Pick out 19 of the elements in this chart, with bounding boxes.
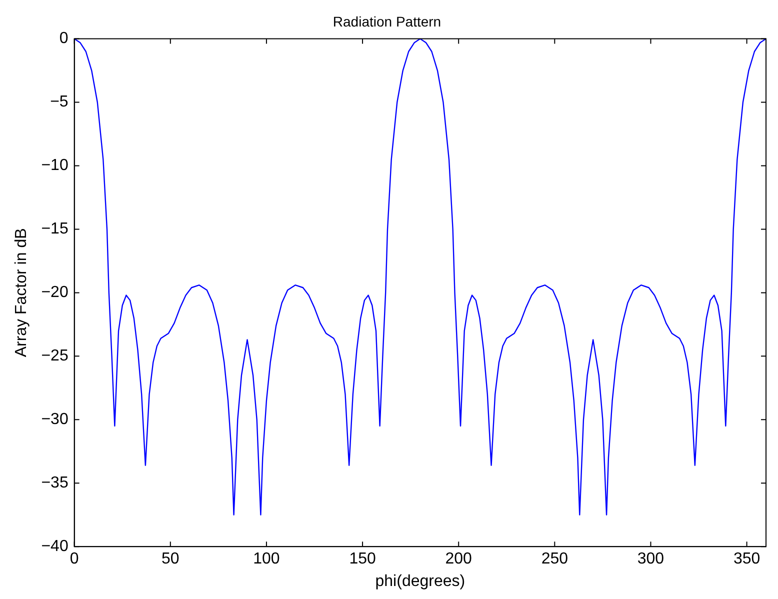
y-axis-title: Array Factor in dB (13, 228, 30, 358)
y-tick-label: −25 (41, 348, 68, 365)
chart-title: Radiation Pattern (332, 13, 442, 30)
x-tick-label: 50 (162, 550, 180, 568)
y-tick-label: −20 (41, 284, 68, 302)
x-tick-label: 100 (253, 550, 280, 568)
y-tick-label: −15 (41, 220, 68, 238)
x-tick-label: 250 (541, 550, 568, 568)
x-tick-label: 150 (349, 550, 376, 568)
y-tick-label: −35 (41, 474, 68, 492)
y-tick-label: −5 (50, 94, 68, 111)
y-tick-label: 0 (59, 30, 68, 48)
y-tick-label: −40 (41, 538, 68, 556)
x-tick-label: 200 (445, 550, 472, 568)
x-tick-label: 300 (637, 550, 664, 568)
y-tick-label: −30 (41, 411, 68, 428)
x-axis-title: phi(degrees) (375, 572, 466, 590)
y-tick-label: −10 (41, 157, 68, 174)
x-tick-label: 350 (733, 550, 760, 568)
